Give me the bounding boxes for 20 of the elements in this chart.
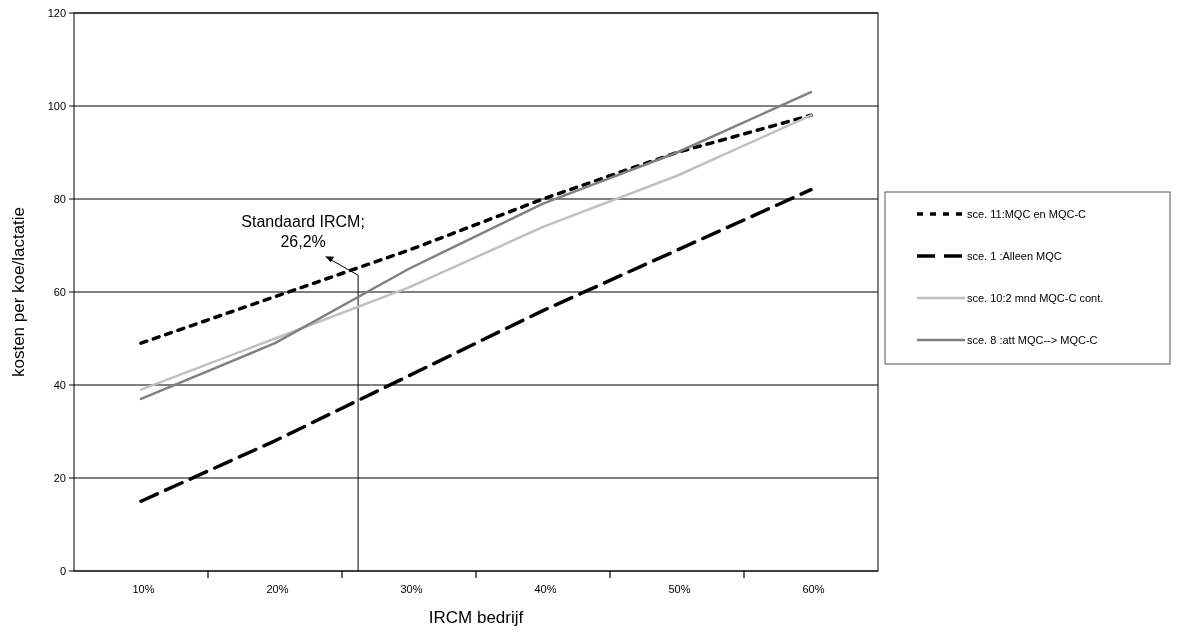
y-tick-label: 0 <box>59 564 66 577</box>
y-axis-title: kosten per koe/lactatie <box>9 206 28 378</box>
x-tick-label: 20% <box>266 583 289 595</box>
y-tick-label: 100 <box>47 99 66 112</box>
y-tick-label: 40 <box>53 378 66 391</box>
x-tick-label: 10% <box>132 583 155 595</box>
y-tick-label: 60 <box>53 285 66 298</box>
y-tick-label: 80 <box>53 192 66 205</box>
x-tick-label: 60% <box>802 583 825 595</box>
y-tick-label: 120 <box>47 6 66 19</box>
legend-label: sce. 10:2 mnd MQC-C cont. <box>967 291 1104 304</box>
legend-label: sce. 1 :Alleen MQC <box>967 249 1062 262</box>
ref-line-label: Standaard IRCM; 26,2% <box>241 213 365 251</box>
x-tick-label: 40% <box>534 583 557 595</box>
x-tick-label: 30% <box>400 583 423 595</box>
x-tick-label: 50% <box>668 583 691 595</box>
y-tick-label: 20 <box>53 471 66 484</box>
legend-label: sce. 11:MQC en MQC-C <box>967 207 1087 220</box>
x-axis-title: IRCM bedrijf <box>428 608 524 627</box>
legend-label: sce. 8 :att MQC--> MQC-C <box>967 333 1098 346</box>
